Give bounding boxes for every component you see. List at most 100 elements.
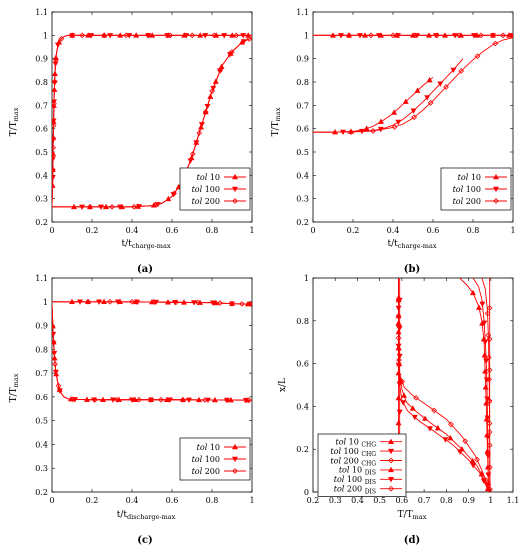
- series-line: [472, 278, 490, 492]
- x-axis-label-sub: charge-max: [398, 242, 437, 250]
- data-point-diamond: [145, 32, 152, 39]
- data-point-diamond: [411, 114, 418, 121]
- data-point-diamond: [482, 477, 489, 483]
- data-point-diamond: [136, 396, 142, 403]
- data-point-triangle-down: [483, 358, 490, 364]
- legend-label: tol 100 CHG: [330, 447, 376, 458]
- data-point-triangle-down: [481, 320, 488, 326]
- y-axis-label-sub: max: [12, 107, 20, 121]
- data-point-diamond: [52, 122, 57, 129]
- legend-tol: tol: [334, 485, 345, 494]
- y-axis-label: x/L: [278, 378, 288, 392]
- x-tick-label: 0.2: [347, 226, 360, 235]
- y-axis-label-main: T/T: [271, 121, 281, 136]
- legend-value: 100: [205, 455, 220, 464]
- data-point-diamond: [52, 100, 57, 107]
- data-point-diamond: [195, 299, 201, 306]
- data-point-diamond: [390, 32, 396, 39]
- x-tick-label: 0.4: [126, 226, 139, 235]
- data-point-diamond: [458, 68, 465, 74]
- data-point-diamond: [52, 361, 58, 367]
- data-point-diamond: [486, 336, 493, 342]
- x-tick-label: 0.8: [206, 226, 219, 235]
- data-point-diamond: [52, 56, 59, 63]
- data-point-diamond: [412, 32, 418, 39]
- data-point-diamond: [131, 203, 137, 210]
- series-line: [52, 304, 252, 401]
- data-point-diamond: [485, 354, 492, 361]
- data-point-diamond: [462, 438, 469, 444]
- data-point-diamond: [500, 32, 506, 39]
- panel-c: 0 0.2 0.4 0.6 0.8 10.20.30.40.50.60.70.80.911…: [9, 274, 255, 546]
- data-point-triangle-down: [395, 119, 402, 126]
- legend-suffix: CHG: [361, 442, 376, 449]
- data-point-triangle-down: [484, 396, 491, 402]
- data-point-diamond: [486, 305, 493, 311]
- data-point-triangle-down: [396, 325, 403, 332]
- series-layer: [395, 278, 493, 492]
- legend-tol: tol: [453, 197, 464, 206]
- x-tick-label: 0.8: [440, 496, 453, 505]
- data-point-diamond: [217, 67, 224, 74]
- data-point-diamond: [180, 396, 186, 403]
- data-point-diamond: [370, 128, 376, 134]
- legend-label: tol 200: [192, 197, 220, 206]
- data-point-diamond: [58, 36, 65, 42]
- data-point-triangle-down: [396, 297, 403, 304]
- data-point-triangle-down: [400, 400, 407, 406]
- legend-tol: tol: [334, 475, 345, 484]
- y-tick-label: 0.3: [35, 195, 48, 204]
- data-point-triangle-down: [485, 453, 492, 459]
- y-axis-label-sub: max: [274, 107, 282, 121]
- data-point-triangle-down: [470, 463, 477, 469]
- data-point-diamond: [486, 398, 493, 404]
- x-tick-label: 0.3: [329, 496, 342, 505]
- y-tick-label: 0.5: [35, 417, 48, 426]
- legend-marker-triangle-down: [232, 186, 238, 193]
- data-point-triangle-up: [395, 394, 402, 401]
- legend-value: 100: [347, 475, 362, 484]
- y-tick-label: 1: [43, 298, 48, 307]
- y-axis-label-main: T/T: [9, 121, 19, 136]
- y-tick-label: 0.2: [296, 218, 309, 227]
- y-axis-label: T/Tmax: [271, 107, 282, 136]
- data-point-diamond: [109, 203, 115, 210]
- data-point-diamond: [427, 99, 434, 106]
- data-point-triangle-up: [434, 424, 441, 431]
- y-tick-label: 0.6: [296, 360, 309, 369]
- series-diamond: [395, 278, 493, 492]
- legend-label: tol 10: [197, 173, 220, 182]
- data-point-diamond: [246, 397, 252, 404]
- x-tick-label: 0.2: [86, 496, 99, 505]
- y-tick-label: 1.1: [35, 8, 48, 17]
- data-point-diamond: [55, 382, 62, 389]
- x-tick-label: 0.9: [462, 496, 475, 505]
- data-point-diamond: [209, 88, 216, 94]
- data-point-diamond: [79, 32, 86, 39]
- series-diamond: [52, 298, 252, 404]
- legend-suffix: CHG: [361, 460, 376, 467]
- legend-tol: tol: [330, 456, 341, 465]
- legend-value: 10: [210, 443, 220, 452]
- x-tick-label: 0.5: [373, 496, 386, 505]
- data-point-diamond: [474, 456, 480, 463]
- data-point-triangle-down: [457, 449, 463, 455]
- data-point-triangle-down: [437, 81, 444, 87]
- series-triangle-up: [395, 278, 492, 492]
- series-line: [52, 34, 252, 206]
- legend-marker-diamond: [388, 457, 394, 464]
- y-tick-label: 0.7: [296, 101, 309, 110]
- legend-tol: tol: [197, 173, 208, 182]
- x-tick-label: 0.6: [166, 226, 179, 235]
- series-triangle-down: [395, 278, 492, 492]
- data-point-triangle-down: [442, 437, 449, 443]
- data-point-diamond: [486, 429, 493, 435]
- data-point-diamond: [434, 32, 440, 39]
- x-axis-label-main: T/T: [398, 510, 413, 520]
- x-tick-label: 0.8: [467, 226, 480, 235]
- legend-marker-triangle-down: [388, 477, 394, 483]
- legend-label: tol 100: [453, 185, 481, 194]
- data-point-triangle-up: [401, 392, 408, 398]
- legend-tol: tol: [458, 173, 469, 182]
- data-point-triangle-up: [363, 125, 370, 131]
